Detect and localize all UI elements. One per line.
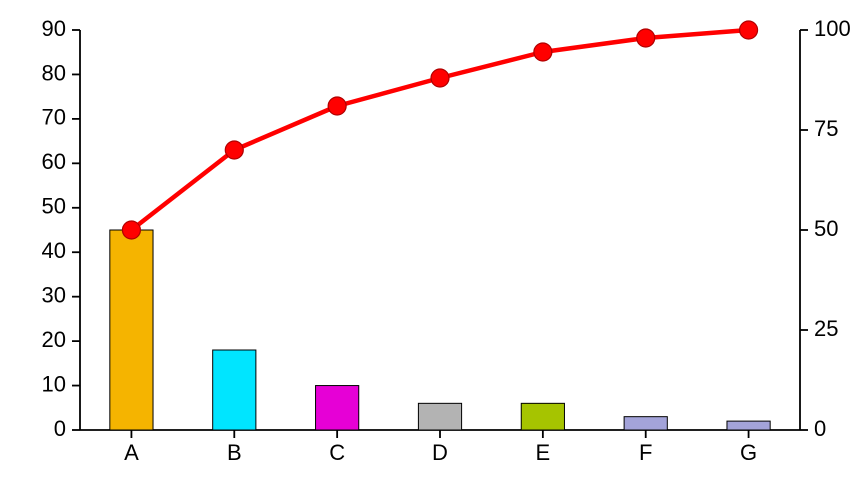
ytick-left-label: 10 <box>42 371 66 396</box>
bar <box>316 386 359 430</box>
xtick-label: B <box>227 440 242 465</box>
ytick-right-label: 100 <box>814 16 851 41</box>
ytick-left-label: 60 <box>42 149 66 174</box>
line-marker <box>740 21 758 39</box>
line-marker <box>328 97 346 115</box>
xtick-label: F <box>639 440 652 465</box>
ytick-right-label: 50 <box>814 216 838 241</box>
line-marker <box>122 221 140 239</box>
xtick-label: E <box>536 440 551 465</box>
ytick-left-label: 0 <box>54 416 66 441</box>
ytick-left-label: 20 <box>42 327 66 352</box>
ytick-left-label: 30 <box>42 282 66 307</box>
pareto-chart: 0 10 20 30 40 50 60 70 80 90 0 25 50 75 100 A B C D E F G <box>0 0 868 502</box>
line-marker <box>225 141 243 159</box>
ytick-right-label: 0 <box>814 416 826 441</box>
line-marker <box>431 69 449 87</box>
xtick-label: C <box>329 440 345 465</box>
bar <box>213 350 256 430</box>
xtick-label: G <box>740 440 757 465</box>
ytick-left-label: 70 <box>42 105 66 130</box>
ytick-right-label: 75 <box>814 116 838 141</box>
xtick-label: A <box>124 440 139 465</box>
line-marker <box>534 43 552 61</box>
bar <box>418 403 461 430</box>
chart-svg: 0 10 20 30 40 50 60 70 80 90 0 25 50 75 100 A B C D E F G <box>0 0 868 502</box>
ytick-left-label: 80 <box>42 60 66 85</box>
xtick-label: D <box>432 440 448 465</box>
ytick-left-label: 50 <box>42 194 66 219</box>
ytick-right-label: 25 <box>814 316 838 341</box>
line-marker <box>637 29 655 47</box>
bar <box>521 403 564 430</box>
bar <box>727 421 770 430</box>
ytick-left-label: 90 <box>42 16 66 41</box>
bar <box>110 230 153 430</box>
ytick-left-label: 40 <box>42 238 66 263</box>
bar <box>624 417 667 430</box>
